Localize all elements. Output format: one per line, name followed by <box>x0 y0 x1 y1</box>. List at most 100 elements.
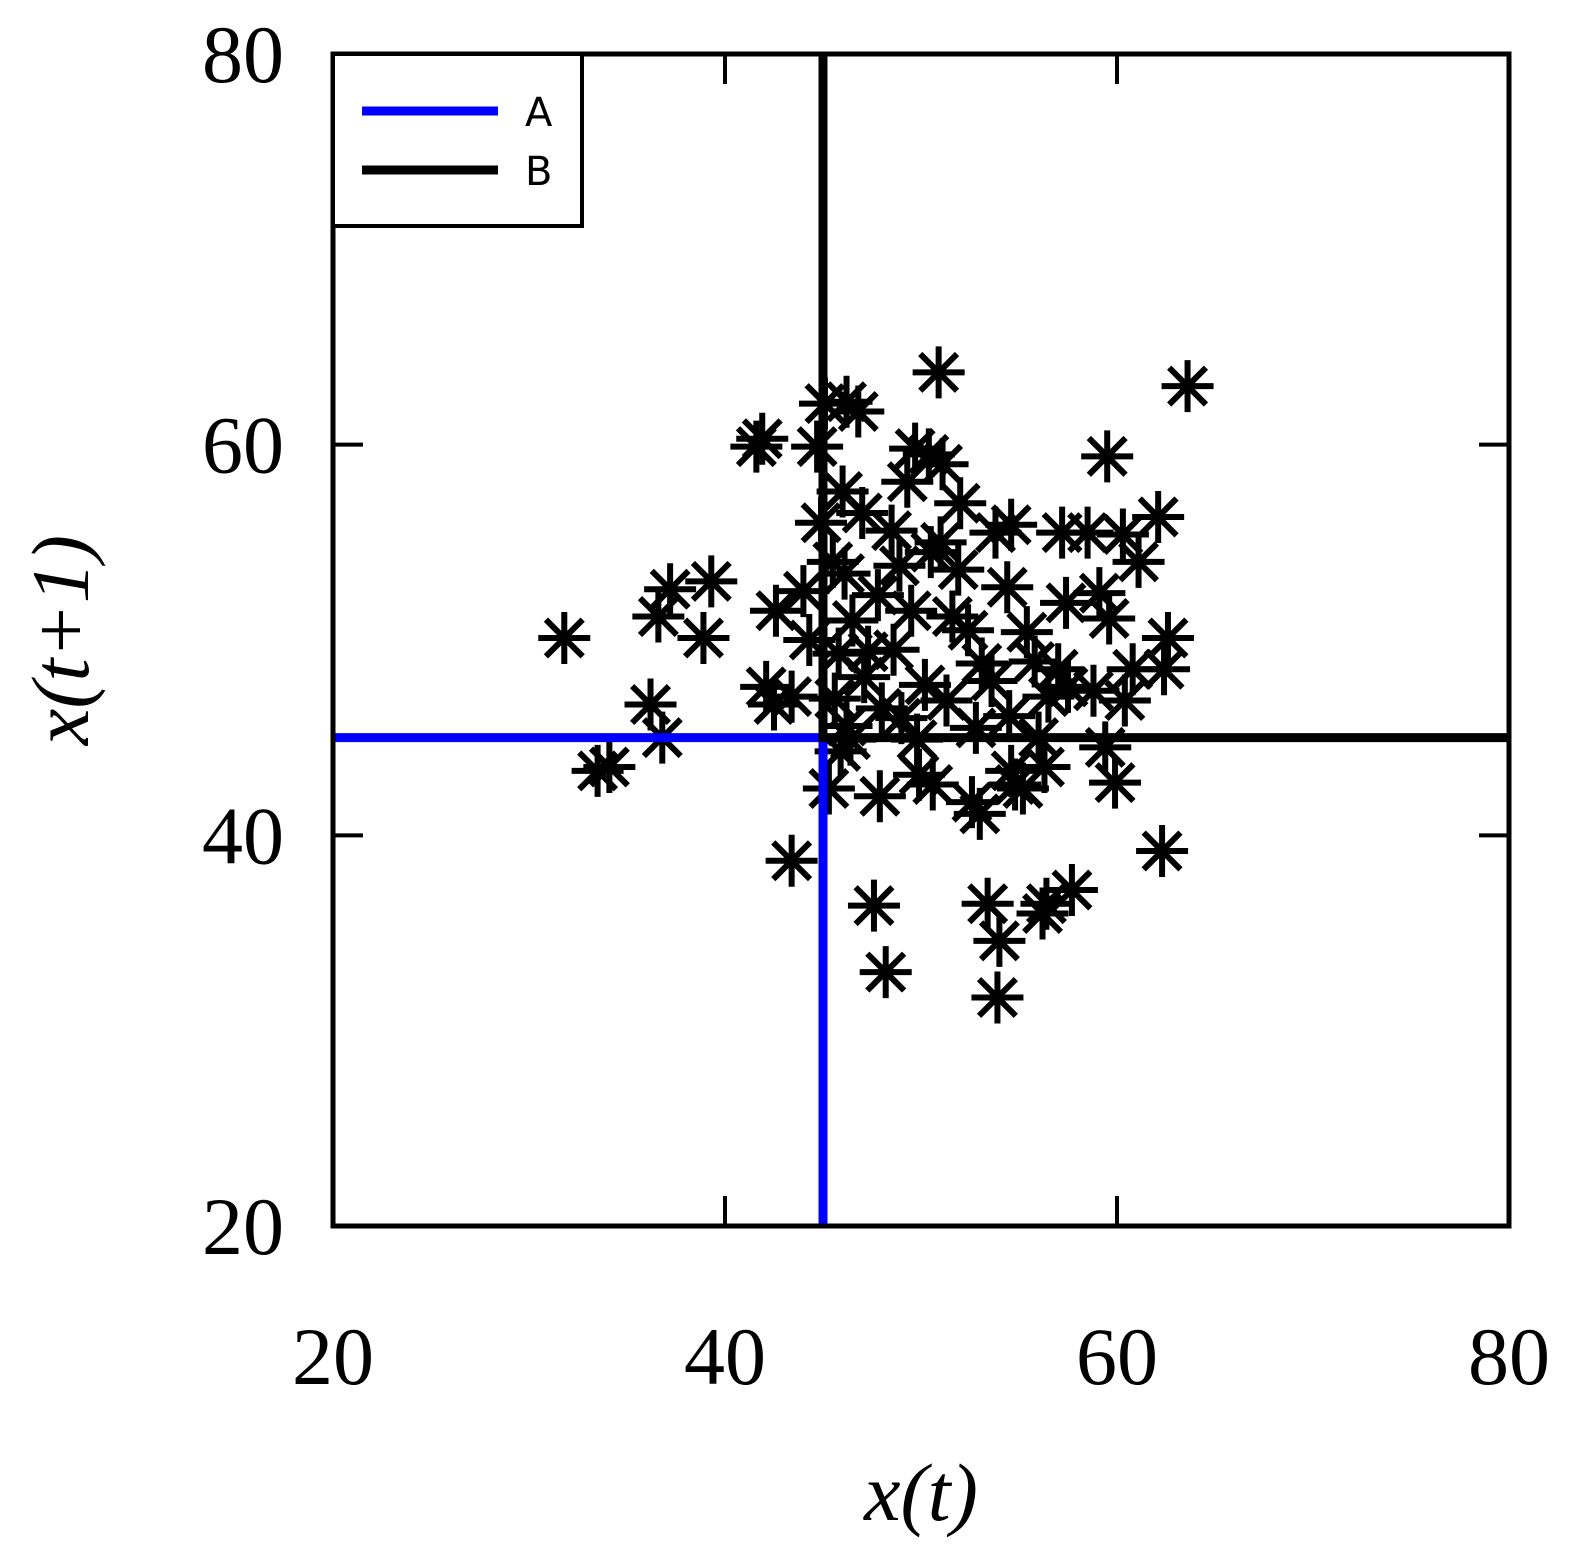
data-point-21 <box>816 465 869 518</box>
data-point-33 <box>865 504 918 557</box>
series-layer <box>333 54 1509 1226</box>
data-point-54 <box>1000 606 1053 659</box>
data-point-38 <box>912 346 965 399</box>
data-point-99 <box>873 539 926 592</box>
data-point-52 <box>985 498 1038 551</box>
data-point-93 <box>836 487 889 540</box>
y-tick-label-3: 80 <box>202 9 284 100</box>
data-point-35 <box>889 422 942 475</box>
data-point-76 <box>1112 535 1165 588</box>
y-tick-label-2: 60 <box>202 400 284 491</box>
data-point-89 <box>1020 877 1073 930</box>
data-point-12 <box>740 660 793 713</box>
data-point-70 <box>1083 592 1136 645</box>
data-point-28 <box>802 762 855 815</box>
data-point-104 <box>875 692 928 745</box>
data-point-44 <box>906 758 959 811</box>
data-point-88 <box>1016 887 1069 940</box>
data-point-78 <box>1138 643 1191 696</box>
data-point-51 <box>969 506 1022 559</box>
data-point-8 <box>685 555 738 608</box>
data-point-82 <box>765 834 818 887</box>
x-tick-label-0: 20 <box>292 1311 374 1402</box>
ticks-layer <box>331 52 1511 1228</box>
data-point-100 <box>926 590 979 643</box>
data-point-103 <box>1008 635 1061 688</box>
data-point-58 <box>996 762 1049 815</box>
data-point-85 <box>961 877 1014 930</box>
data-point-4 <box>632 590 685 643</box>
data-point-37 <box>916 438 969 491</box>
x-tick-label-3: 80 <box>1468 1311 1550 1402</box>
data-point-81 <box>1161 360 1214 413</box>
data-point-71 <box>1079 721 1132 774</box>
legend-label-a: A <box>525 90 553 136</box>
data-point-62 <box>1032 643 1085 696</box>
data-point-14 <box>748 678 800 731</box>
data-point-84 <box>859 946 912 999</box>
data-point-32 <box>851 569 904 622</box>
data-point-65 <box>1061 506 1114 559</box>
data-point-1 <box>571 744 624 797</box>
data-point-29 <box>853 770 906 823</box>
data-point-95 <box>855 682 908 735</box>
data-point-96 <box>904 526 957 579</box>
data-point-3 <box>624 678 677 731</box>
y-tick-label-1: 40 <box>202 790 284 881</box>
data-point-7 <box>677 612 730 665</box>
data-point-39 <box>867 623 920 676</box>
x-tick-label-2: 60 <box>1076 1311 1158 1402</box>
data-point-83 <box>847 879 900 932</box>
legend-box <box>331 52 584 228</box>
data-point-16 <box>791 420 844 473</box>
data-point-50 <box>953 787 1006 840</box>
data-point-53 <box>981 561 1034 614</box>
data-point-23 <box>818 547 871 600</box>
data-point-67 <box>1067 664 1120 717</box>
plot-frame <box>330 51 1512 1229</box>
data-point-41 <box>898 658 951 711</box>
data-point-5 <box>644 563 697 616</box>
data-point-66 <box>1042 660 1094 713</box>
data-point-2 <box>583 740 636 793</box>
data-point-102 <box>838 651 891 704</box>
data-point-72 <box>1089 756 1142 809</box>
legend-label-b: B <box>525 149 552 195</box>
data-point-73 <box>1096 508 1149 561</box>
data-point-40 <box>885 584 938 637</box>
data-point-97 <box>949 701 1002 754</box>
data-point-63 <box>1040 576 1093 629</box>
data-point-74 <box>1098 674 1151 727</box>
data-point-11 <box>749 584 802 637</box>
marks-layer <box>538 346 1214 1024</box>
data-point-55 <box>983 690 1036 743</box>
data-point-25 <box>808 672 861 725</box>
x-tick-label-1: 40 <box>684 1311 766 1402</box>
data-point-24 <box>812 627 865 680</box>
data-point-60 <box>1018 740 1071 793</box>
data-point-68 <box>1081 430 1134 483</box>
series-line-b <box>818 54 1509 743</box>
data-point-77 <box>1132 490 1185 543</box>
data-point-75 <box>1106 643 1159 696</box>
y-tick-label-0: 20 <box>202 1181 284 1272</box>
data-point-101 <box>965 655 1018 708</box>
data-point-69 <box>1073 567 1126 620</box>
data-point-80 <box>1136 824 1189 877</box>
data-point-15 <box>777 565 830 618</box>
data-point-79 <box>1141 612 1194 665</box>
legend: A B <box>331 52 584 228</box>
series-line-a <box>333 733 828 1226</box>
data-point-10 <box>736 412 789 465</box>
data-point-19 <box>832 385 885 438</box>
data-point-90 <box>1045 864 1098 917</box>
data-point-57 <box>985 744 1038 797</box>
data-point-86 <box>973 914 1026 967</box>
data-point-87 <box>971 971 1024 1024</box>
data-point-48 <box>955 637 1008 690</box>
data-point-13 <box>765 670 818 723</box>
tick-labels: 20 40 60 80 20 40 60 80 <box>202 9 1550 1402</box>
data-point-94 <box>826 594 879 647</box>
data-point-98 <box>783 614 836 666</box>
